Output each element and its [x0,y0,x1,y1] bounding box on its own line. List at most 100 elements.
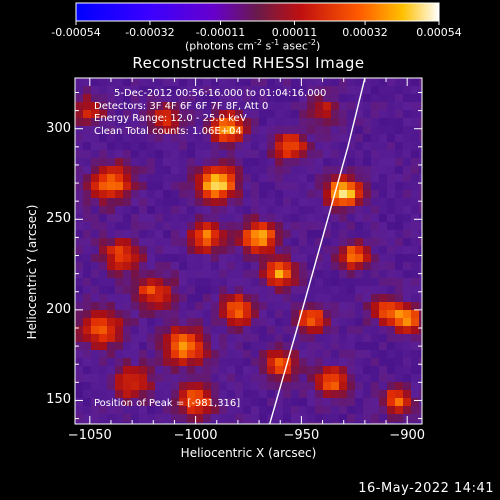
heatmap-cell [339,414,348,423]
heatmap-cell [411,214,420,223]
heatmap-cell [171,182,180,191]
heatmap-cell [315,86,324,95]
heatmap-cell [371,174,380,183]
heatmap-cell [339,118,348,127]
heatmap-cell [355,382,364,391]
heatmap-cell [363,110,372,119]
heatmap-cell [171,118,180,127]
heatmap-cell [107,222,116,231]
heatmap-cell [195,270,204,279]
heatmap-cell [91,350,100,359]
heatmap-cell [267,294,276,303]
heatmap-cell [171,334,180,343]
heatmap-cell [291,414,300,423]
heatmap-cell [347,254,356,263]
heatmap-cell [395,310,404,319]
heatmap-cell [387,86,396,95]
heatmap-cell [131,222,140,231]
heatmap-cell [123,254,132,263]
heatmap-cell [331,342,340,351]
heatmap-cell [139,414,148,423]
heatmap-cell [379,342,388,351]
heatmap-cell [211,398,220,407]
heatmap-cell [83,414,92,423]
heatmap-cell [83,286,92,295]
heatmap-cell [371,422,380,424]
heatmap-cell [299,254,308,263]
heatmap-cell [299,366,308,375]
heatmap-cell [307,222,316,231]
heatmap-cell [147,214,156,223]
heatmap-cell [339,350,348,359]
heatmap-cell [363,238,372,247]
heatmap-cell [275,262,284,271]
heatmap-cell [123,414,132,423]
heatmap-cell [195,278,204,287]
heatmap-cell [107,118,116,127]
heatmap-cell [187,110,196,119]
heatmap-cell [299,318,308,327]
heatmap-cell [171,294,180,303]
heatmap-cell [283,414,292,423]
heatmap-cell [403,214,412,223]
heatmap-cell [155,414,164,423]
heatmap-cell [395,206,404,215]
heatmap-cell [147,190,156,199]
heatmap-cell [395,406,404,415]
heatmap-cell [403,254,412,263]
heatmap-cell [219,310,228,319]
heatmap-cell [299,174,308,183]
heatmap-cell [107,190,116,199]
heatmap-cell [115,174,124,183]
heatmap-cell [139,206,148,215]
heatmap-cell [131,246,140,255]
heatmap-cell [267,334,276,343]
units-tail: asec [279,39,308,53]
heatmap-cell [347,150,356,159]
heatmap-cell [179,190,188,199]
y-tick-label: 150 [46,392,71,408]
heatmap-cell [163,110,172,119]
heatmap-cell [339,134,348,143]
heatmap-cell [259,78,268,87]
heatmap-cell [259,126,268,135]
heatmap-cell [75,358,84,367]
heatmap-cell [347,422,356,424]
heatmap-cell [315,126,324,135]
heatmap-cell [299,310,308,319]
heatmap-cell [75,174,84,183]
heatmap-cell [235,254,244,263]
heatmap-cell [363,310,372,319]
heatmap-cell [395,78,404,87]
heatmap-cell [403,286,412,295]
heatmap-cell [387,158,396,167]
heatmap-cell [371,318,380,327]
heatmap-cell [155,390,164,399]
heatmap-cell [307,334,316,343]
heatmap-cell [275,86,284,95]
heatmap-cell [83,206,92,215]
heatmap-cell [267,94,276,103]
heatmap-cell [139,294,148,303]
heatmap-cell [331,222,340,231]
heatmap-cell [299,230,308,239]
heatmap-cell [171,270,180,279]
heatmap-cell [283,118,292,127]
heatmap-cell [291,174,300,183]
heatmap-cell [315,102,324,111]
heatmap-cell [363,198,372,207]
heatmap-cell [83,94,92,103]
heatmap-cell [379,358,388,367]
heatmap-cell [307,158,316,167]
heatmap-cell [219,278,228,287]
heatmap-cell [227,414,236,423]
heatmap-cell [171,102,180,111]
heatmap-cell [419,86,422,95]
heatmap-cell [379,182,388,191]
heatmap-cell [395,102,404,111]
heatmap-cell [243,110,252,119]
heatmap-cell [379,254,388,263]
heatmap-cell [91,198,100,207]
heatmap-cell [99,302,108,311]
